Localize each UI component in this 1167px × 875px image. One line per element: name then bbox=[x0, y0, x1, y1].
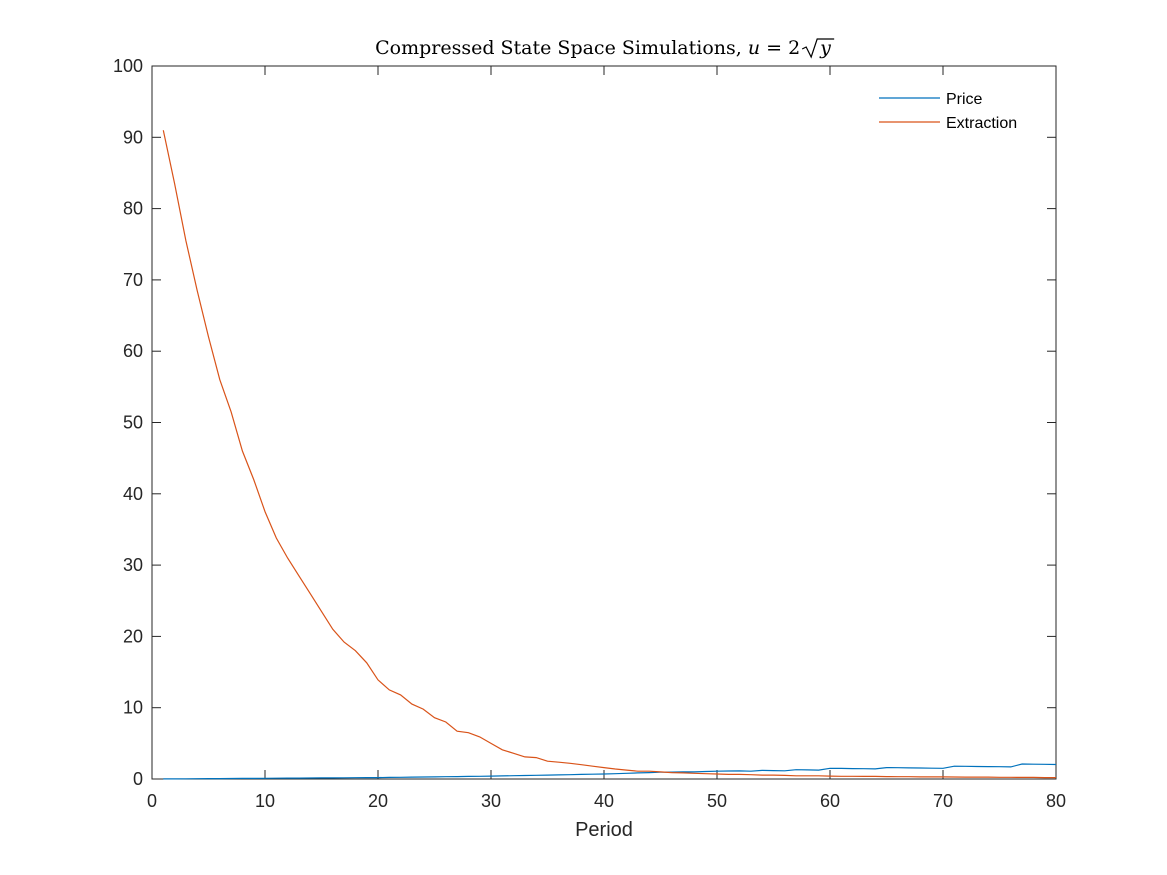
y-tick-label: 30 bbox=[123, 555, 143, 575]
x-tick-label: 0 bbox=[147, 791, 157, 811]
legend-label-extraction: Extraction bbox=[946, 115, 1017, 132]
x-tick-label: 60 bbox=[820, 791, 840, 811]
x-tick-label: 20 bbox=[368, 791, 388, 811]
x-tick-label: 50 bbox=[707, 791, 727, 811]
axes-frame bbox=[151, 65, 1057, 780]
legend-label-price: Price bbox=[946, 91, 983, 108]
legend: Price Extraction bbox=[879, 91, 1017, 132]
chart-title: Compressed State Space Simulations, u = … bbox=[375, 37, 831, 59]
y-tick-label: 40 bbox=[123, 484, 143, 504]
y-tick-label: 0 bbox=[133, 769, 143, 789]
series-line-extraction bbox=[162, 130, 1056, 779]
series-line-price bbox=[163, 763, 1057, 780]
chart-title-y: y bbox=[819, 37, 831, 59]
x-tick-label: 70 bbox=[933, 791, 953, 811]
x-axis: 0 10 20 30 40 50 60 70 80 bbox=[147, 66, 1066, 811]
y-tick-label: 60 bbox=[123, 341, 143, 361]
sqrt-symbol bbox=[801, 38, 835, 59]
y-tick-label: 20 bbox=[123, 626, 143, 646]
y-tick-label: 80 bbox=[123, 199, 143, 219]
y-tick-label: 50 bbox=[123, 413, 143, 433]
y-tick-label: 100 bbox=[113, 56, 143, 76]
x-tick-label: 40 bbox=[594, 791, 614, 811]
y-tick-label: 90 bbox=[123, 127, 143, 147]
plot-area: 0 10 20 30 40 50 60 70 80 0 10 20 30 40 50 60 70 80 90 100 bbox=[113, 56, 1066, 811]
y-axis: 0 10 20 30 40 50 60 70 80 90 100 bbox=[113, 56, 1056, 789]
chart-title-u: u bbox=[748, 37, 760, 59]
x-axis-label: Period bbox=[575, 819, 633, 841]
x-tick-label: 30 bbox=[481, 791, 501, 811]
x-tick-label: 10 bbox=[255, 791, 275, 811]
chart-title-equals: = 2 bbox=[760, 37, 800, 59]
y-tick-label: 10 bbox=[123, 698, 143, 718]
series-group bbox=[162, 130, 1057, 780]
y-tick-label: 70 bbox=[123, 270, 143, 290]
x-tick-label: 80 bbox=[1046, 791, 1066, 811]
chart-title-text: Compressed State Space Simulations, bbox=[375, 37, 748, 59]
